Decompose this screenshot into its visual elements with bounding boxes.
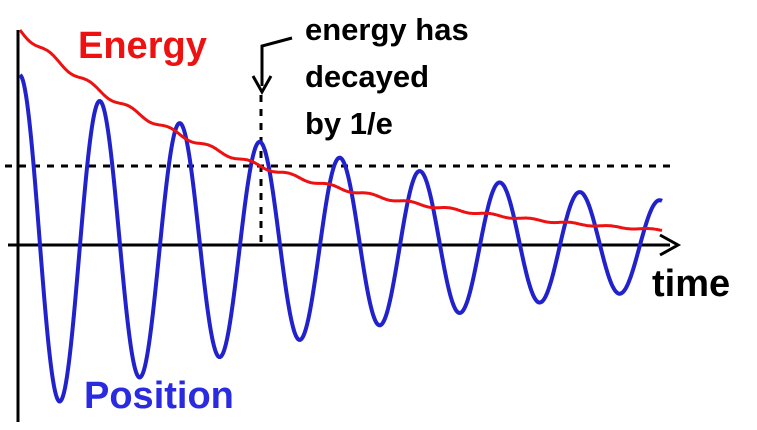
annotation-line: by 1/e <box>305 106 393 141</box>
pointer <box>260 36 293 86</box>
time-label: time <box>652 263 730 305</box>
annotation-line: energy has <box>305 12 469 47</box>
annotation-line: decayed <box>305 59 429 94</box>
pointer-head <box>251 75 273 96</box>
position-curve <box>18 73 663 404</box>
energy-label: Energy <box>78 25 207 67</box>
energy-curve <box>18 29 663 232</box>
axis-arrow <box>659 233 682 257</box>
position-label: Position <box>84 375 234 417</box>
